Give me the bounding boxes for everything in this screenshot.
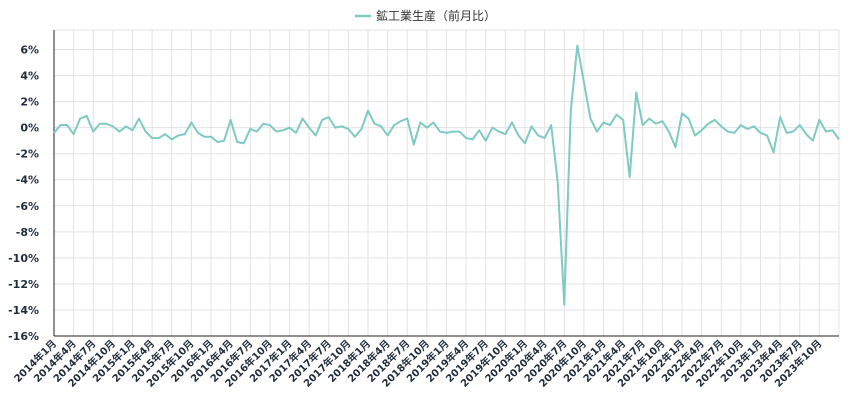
legend-label: 鉱工業生産（前月比） <box>376 8 496 23</box>
y-tick-label: -10% <box>8 252 39 265</box>
y-tick-label: 0% <box>20 122 39 135</box>
y-tick-label: -12% <box>8 278 39 291</box>
legend[interactable]: 鉱工業生産（前月比） <box>355 8 496 23</box>
y-tick-label: 2% <box>20 96 39 109</box>
series-line <box>53 44 840 306</box>
y-tick-label: -8% <box>16 226 39 239</box>
y-tick-label: -4% <box>16 174 39 187</box>
y-tick-label: -2% <box>16 148 39 161</box>
axes <box>53 30 839 337</box>
grid <box>53 29 840 337</box>
y-tick-label: -6% <box>16 200 39 213</box>
y-axis-ticks: 6% 4% 2% 0% -2% -4% -6% -8% -10% -12% -14% -16% <box>8 44 39 343</box>
y-tick-label: -16% <box>8 330 39 343</box>
y-tick-label: 4% <box>20 70 39 83</box>
x-axis-ticks: 2014年1月2014年4月2014年7月2014年10月2015年1月2015… <box>11 337 824 390</box>
series-layer <box>53 44 840 306</box>
y-tick-label: -14% <box>8 304 39 317</box>
y-tick-label: 6% <box>20 44 39 57</box>
